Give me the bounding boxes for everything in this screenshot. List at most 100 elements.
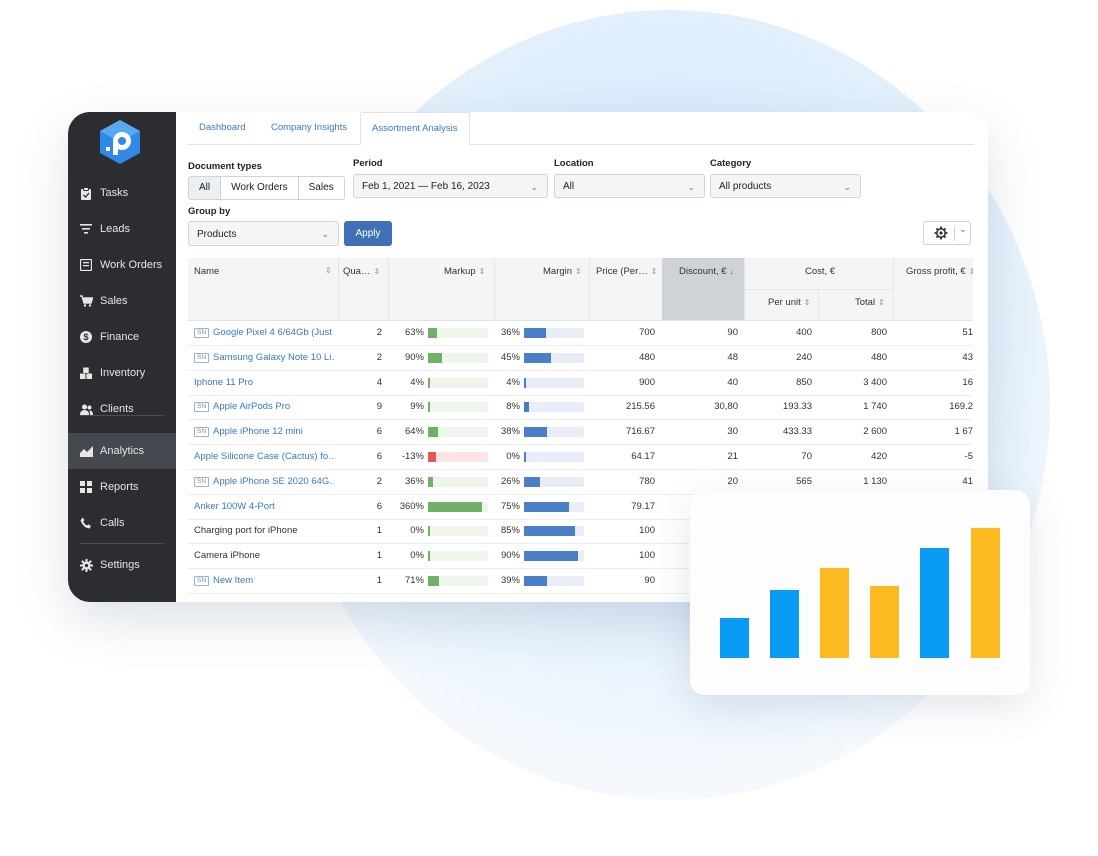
discount-cell: 48 [727, 351, 738, 363]
gross-profit-cell: 51 [962, 327, 973, 338]
chevron-down-icon: ⌄ [687, 182, 695, 192]
product-name-link[interactable]: SN Apple iPhone 12 mini [194, 419, 334, 444]
price-cell: 100 [639, 550, 655, 562]
markup-value: 0% [410, 525, 424, 537]
sidebar-item-label: Inventory [100, 367, 146, 379]
location-select[interactable]: All ⌄ [554, 174, 705, 198]
header-per-unit[interactable]: Per unit ⇕ [768, 297, 811, 308]
margin-bar-fill [524, 352, 551, 363]
markup-bar-fill [428, 551, 430, 562]
header-margin[interactable]: Margin ⇕ [543, 266, 582, 277]
chart-bar-1 [720, 618, 749, 658]
product-name-link[interactable]: SN Apple AirPods Pro [194, 394, 334, 419]
chart-bar-4 [870, 586, 899, 658]
chevron-down-icon: ⌄ [959, 224, 967, 234]
margin-value: 8% [506, 401, 520, 413]
doc-type-work-orders[interactable]: Work Orders [221, 177, 299, 199]
header-name[interactable]: Name [194, 266, 220, 277]
group-by-select[interactable]: Products ⌄ [188, 221, 339, 246]
header-cost: Cost, € [805, 266, 836, 277]
markup-bar-fill [428, 377, 430, 388]
header-gross-profit[interactable]: Gross profit, € ⇕ [906, 266, 973, 277]
quantity-cell: 9 [376, 401, 382, 413]
tab-bar: Dashboard Company Insights Assortment An… [188, 112, 974, 145]
category-select[interactable]: All products ⌄ [710, 174, 861, 198]
chart-bar-3 [820, 568, 849, 658]
product-name-link[interactable]: SN Google Pixel 4 6/64Gb (Just … [194, 320, 334, 345]
assortment-table: Name ⇕ Qua… ⇕ Markup ⇕ Margin ⇕ Price (Per…… [188, 258, 973, 602]
document-types-segmented: All Work Orders Sales [188, 176, 345, 200]
margin-value: 36% [500, 327, 520, 338]
sort-icon: ⇕ [650, 267, 658, 276]
margin-bar-fill [524, 526, 575, 537]
markup-bar [428, 476, 488, 487]
markup-bar-fill [428, 352, 442, 363]
doc-type-all[interactable]: All [189, 177, 222, 199]
tab-dashboard[interactable]: Dashboard [199, 122, 246, 133]
product-name-link[interactable]: Anker 100W 4-Port [194, 500, 275, 512]
sidebar-item-clients[interactable]: Clients [68, 391, 176, 427]
sort-icon[interactable]: ⇕ [325, 266, 332, 275]
markup-value: 90% [404, 351, 424, 363]
margin-bar-fill [524, 452, 526, 462]
markup-value: 36% [404, 475, 424, 487]
chevron-down-icon: ⌄ [843, 182, 851, 192]
cost-per-unit-cell: 565 [796, 475, 812, 487]
sidebar-item-analytics[interactable]: Analytics [68, 433, 176, 469]
product-name-link[interactable]: SN Apple iPhone SE 2020 64G… [194, 469, 334, 494]
markup-bar-fill [428, 427, 438, 438]
product-name-link[interactable]: Iphone 11 Pro [194, 376, 253, 388]
chevron-down-icon: ⌄ [530, 182, 538, 192]
quantity-cell: 6 [376, 500, 382, 512]
margin-bar [524, 501, 584, 512]
header-price[interactable]: Price (Per… ⇕ [596, 266, 658, 277]
sidebar-item-label: Finance [100, 331, 140, 343]
period-select[interactable]: Feb 1, 2021 — Feb 16, 2023 ⌄ [353, 174, 548, 198]
sidebar-item-tasks[interactable]: Tasks [68, 175, 176, 211]
header-discount[interactable]: Discount, € ↓ [679, 266, 734, 277]
cost-per-unit-cell: 433.33 [782, 426, 812, 438]
tab-company-insights[interactable]: Company Insights [271, 122, 348, 133]
sidebar-item-sales[interactable]: Sales [68, 283, 176, 319]
work-order-icon [79, 258, 93, 272]
quantity-cell: 2 [376, 475, 382, 487]
chart-icon [79, 444, 93, 458]
margin-value: 45% [500, 351, 520, 363]
header-markup[interactable]: Markup ⇕ [444, 266, 486, 277]
margin-value: 26% [500, 475, 520, 487]
sidebar-item-work-orders[interactable]: Work Orders [68, 247, 176, 283]
serial-number-badge: SN [194, 352, 210, 363]
sidebar-item-settings[interactable]: Settings [68, 547, 176, 583]
sidebar-item-finance[interactable]: $ Finance [68, 319, 176, 355]
product-name-link: Charging port for iPhone [194, 525, 298, 537]
discount-cell: 40 [727, 376, 738, 388]
price-cell: 716.67 [625, 426, 655, 438]
cost-per-unit-cell: 70 [801, 451, 812, 462]
markup-bar-fill [428, 576, 439, 586]
product-name-link[interactable]: SN Samsung Galaxy Note 10 Li… [194, 345, 334, 370]
sidebar-item-label: Clients [100, 403, 134, 415]
serial-number-badge: SN [194, 427, 210, 438]
markup-value: -13% [401, 451, 424, 462]
doc-type-sales[interactable]: Sales [298, 177, 344, 199]
margin-bar [524, 328, 584, 338]
product-name-link[interactable]: SN New Item [194, 568, 334, 593]
sidebar-item-reports[interactable]: Reports [68, 469, 176, 505]
header-total[interactable]: Total ⇕ [855, 297, 885, 308]
sidebar-item-leads[interactable]: Leads [68, 211, 176, 247]
product-name-link[interactable]: Apple Silicone Case (Cactus) fo… [194, 451, 334, 462]
markup-value: 9% [410, 401, 424, 413]
sidebar-item-inventory[interactable]: Inventory [68, 355, 176, 391]
cost-total-cell: 420 [871, 451, 887, 462]
sidebar-item-calls[interactable]: Calls [68, 505, 176, 541]
margin-bar [524, 576, 584, 586]
table-settings-button[interactable]: ⌄ [923, 221, 971, 245]
filter-icon [79, 222, 93, 236]
margin-bar-fill [524, 402, 529, 413]
markup-bar-fill [428, 476, 434, 487]
sidebar-item-label: Leads [100, 223, 130, 235]
sidebar-divider [80, 415, 164, 416]
apply-button[interactable]: Apply [344, 221, 392, 246]
header-quantity[interactable]: Qua… ⇕ [343, 266, 381, 277]
tab-assortment-analysis[interactable]: Assortment Analysis [360, 112, 470, 145]
